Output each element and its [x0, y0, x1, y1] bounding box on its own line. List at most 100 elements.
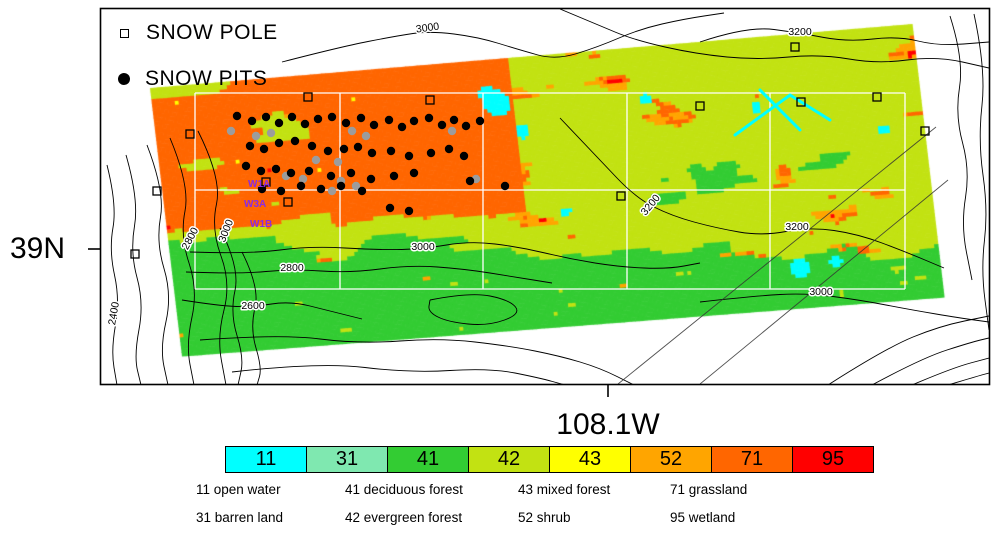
snow-pit-marker — [444, 144, 454, 154]
class-legend-item: 41 deciduous forest — [345, 482, 463, 497]
snow-pole-marker — [303, 92, 313, 102]
latitude-label: 39N — [10, 232, 66, 265]
snow-pit-marker — [356, 113, 366, 123]
snow-pit-marker — [389, 171, 399, 181]
river-streaks — [733, 88, 832, 137]
class-legend-item: 52 shrub — [518, 510, 571, 525]
colorbar-cell-71: 71 — [711, 446, 793, 473]
snow-pit-marker — [409, 168, 419, 178]
snow-pit-marker — [245, 141, 255, 151]
road-lines — [617, 126, 949, 384]
snow-pole-marker — [283, 197, 293, 207]
snow-pole-marker — [796, 97, 806, 107]
site-label: W1A — [248, 179, 270, 190]
contour-label: 2600 — [241, 300, 265, 312]
snow-pit-gray-marker — [226, 126, 236, 136]
snow-pit-marker — [459, 151, 469, 161]
site-label: W1B — [250, 219, 272, 230]
snow-pit-marker — [300, 119, 310, 129]
contour-label: 2800 — [280, 262, 304, 274]
snow-pit-marker — [500, 181, 510, 191]
snow-pit-marker — [465, 176, 475, 186]
snow-pit-marker — [461, 121, 471, 131]
colorbar-cell-95: 95 — [792, 446, 874, 473]
colorbar-cell-41: 41 — [387, 446, 469, 473]
snow-pit-marker — [409, 116, 419, 126]
snow-pit-marker — [404, 206, 414, 216]
snow-pit-marker — [304, 166, 314, 176]
snow-pit-gray-marker — [333, 157, 343, 167]
colorbar-cell-42: 42 — [468, 446, 550, 473]
class-legend-item: 42 evergreen forest — [345, 510, 463, 525]
colorbar-cell-43: 43 — [549, 446, 631, 473]
snow-pit-marker — [327, 112, 337, 122]
snow-pit-marker — [404, 151, 414, 161]
snow-pit-marker — [323, 146, 333, 156]
snow-pit-marker — [437, 120, 447, 130]
snow-pit-markers — [232, 111, 510, 216]
contour-label: 3000 — [415, 20, 440, 35]
class-legend-item: 71 grassland — [670, 482, 748, 497]
snow-pole-markers — [130, 42, 930, 259]
snow-pit-marker — [287, 112, 297, 122]
snow-pit-marker — [286, 168, 296, 178]
snow-pit-marker — [274, 118, 284, 128]
snow-pit-marker — [241, 161, 251, 171]
snow-pits-label: SNOW PITS — [145, 67, 268, 90]
contour-label: 3200 — [785, 221, 809, 233]
contour-label: 3000 — [216, 218, 236, 244]
site-label: W3A — [244, 199, 266, 210]
contour-label: 3200 — [639, 192, 663, 218]
snow-pole-marker — [920, 126, 930, 136]
snow-pit-marker — [274, 138, 284, 148]
snow-pit-marker — [261, 112, 271, 122]
snow-pit-marker — [336, 181, 346, 191]
snow-pit-marker — [339, 144, 349, 154]
class-legend: 11 open water 41 deciduous forest 43 mixed… — [196, 482, 747, 536]
snow-pit-marker — [346, 168, 356, 178]
snow-pole-marker — [872, 92, 882, 102]
snow-pit-marker — [326, 171, 336, 181]
class-legend-item: 95 wetland — [670, 510, 736, 525]
snow-pit-marker — [385, 203, 395, 213]
class-legend-item: 31 barren land — [196, 510, 284, 525]
snow-pit-marker — [257, 184, 267, 194]
snow-pole-marker — [616, 191, 626, 201]
class-legend-item: 11 open water — [196, 482, 281, 497]
snow-pole-marker — [695, 101, 705, 111]
snow-pit-marker — [247, 116, 257, 126]
snow-pit-gray-marker — [351, 181, 361, 191]
map-symbol-legend: SNOW POLE SNOW PITS — [118, 10, 278, 102]
contour-lines — [106, 9, 989, 384]
snow-pit-marker — [259, 144, 269, 154]
snow-pit-marker — [307, 141, 317, 151]
snow-pit-gray-marker — [361, 131, 371, 141]
contour-label: 3200 — [788, 26, 812, 38]
snow-pit-gray-marker — [327, 186, 337, 196]
colorbar-cell-31: 31 — [306, 446, 388, 473]
snow-pit-marker — [276, 186, 286, 196]
snow-pit-marker — [426, 148, 436, 158]
snow-pit-gray-marker — [447, 126, 457, 136]
snow-pit-marker — [366, 174, 376, 184]
legend-row-snow-pits: SNOW PITS — [118, 56, 278, 102]
legend-row-snow-pole: SNOW POLE — [118, 10, 278, 56]
snow-pit-marker — [475, 116, 485, 126]
snow-pit-marker — [397, 122, 407, 132]
snow-pole-marker — [261, 177, 271, 187]
snow-pit-gray-marker — [347, 126, 357, 136]
class-legend-item: 43 mixed forest — [518, 482, 611, 497]
snow-pole-marker — [185, 129, 195, 139]
colorbar: 11 31 41 42 43 52 71 95 — [225, 446, 874, 473]
snow-pit-marker — [424, 113, 434, 123]
snow-pit-gray-marker — [251, 131, 261, 141]
snow-pit-gray-marker — [311, 155, 321, 165]
colorbar-cell-11: 11 — [225, 446, 307, 473]
colorbar-cell-52: 52 — [630, 446, 712, 473]
snow-pole-marker — [130, 249, 140, 259]
snow-pit-marker — [449, 115, 459, 125]
contour-label: 2400 — [106, 301, 122, 326]
snow-pit-marker — [369, 120, 379, 130]
longitude-label: 108.1W — [556, 408, 660, 441]
